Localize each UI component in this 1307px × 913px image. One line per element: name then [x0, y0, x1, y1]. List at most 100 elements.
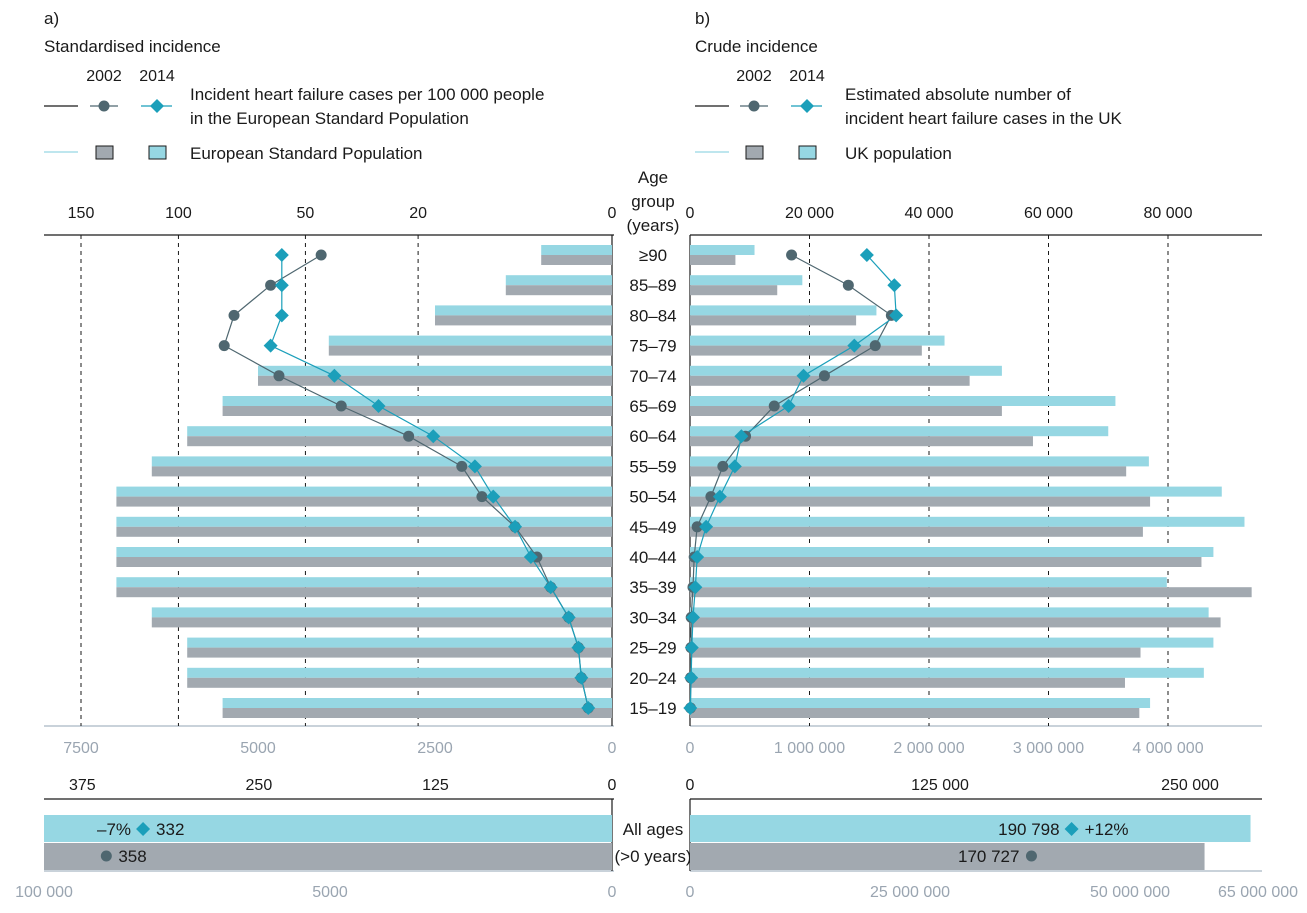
panel-b-point-2014: [712, 489, 727, 504]
panel-b-bar-2014: [690, 577, 1167, 588]
panel-a-point-2002: [335, 400, 347, 412]
panel-a-letter: a): [44, 9, 59, 28]
panel-a-population-tick: 5000: [240, 740, 276, 757]
summary-b-point-2014: [1064, 822, 1079, 836]
panel-a-point-2002: [456, 460, 468, 472]
panel-a-bar-2014: [222, 396, 612, 406]
panel-b-point-2002: [768, 400, 780, 412]
panel-a-line-2014: [269, 255, 589, 709]
summary-a-value-2014: 332: [156, 820, 184, 839]
panel-a-point-2014: [571, 640, 586, 655]
panel-a-bar-2002: [116, 496, 613, 507]
panel-b-line-2014: [689, 254, 897, 709]
legend-a-marker-2002: [90, 100, 118, 112]
panel-a-bar-2002: [541, 255, 612, 265]
panel-b-point-2014: [690, 550, 705, 564]
summary-b-point-2002: [1025, 850, 1037, 862]
age-group-label: 15–19: [629, 699, 676, 718]
legend-a-pop-2014: [148, 145, 167, 160]
panel-a-point-2014: [371, 399, 386, 413]
panel-a-bar-2014: [187, 426, 612, 437]
panel-a-point-2002: [273, 370, 285, 382]
panel-b-bar-2014: [690, 547, 1214, 557]
panel-b-bar-2002: [690, 617, 1221, 628]
age-group-head-1: Age: [638, 168, 668, 187]
age-group-label: 70–74: [629, 367, 676, 386]
panel-b-point-2014: [847, 338, 862, 353]
panel-a-incidence-tick: 0: [608, 205, 617, 222]
panel-b-bar-2002: [690, 677, 1125, 688]
panel-a-point-2002: [228, 309, 240, 321]
panel-a-point-2014: [581, 701, 596, 715]
age-group-label: 60–64: [629, 427, 676, 446]
summary-b-cases-tick: 0: [686, 777, 695, 794]
panel-b-bar-2002: [690, 375, 970, 386]
summary-b-bar-2014: [690, 815, 1251, 842]
panel-b-point-2014: [859, 248, 874, 262]
panel-b-bar-2002: [690, 466, 1127, 477]
panel-a-point-2014: [263, 338, 278, 353]
panel-a-bar-2014: [222, 698, 612, 708]
legend-b-line1: Estimated absolute number of: [845, 85, 1071, 104]
panel-b-letter: b): [695, 9, 710, 28]
summary-a-incidence-tick: 250: [246, 777, 273, 794]
panel-b-point-2014: [889, 308, 904, 323]
panel-b-bar-2014: [690, 486, 1222, 497]
panel-b-bar-2014: [690, 245, 755, 255]
age-group-label: 45–49: [629, 518, 676, 537]
age-group-label: 40–44: [629, 548, 676, 567]
legend-a-pop: European Standard Population: [190, 144, 423, 163]
panel-a-bar-2014: [258, 365, 612, 376]
panel-a-bar-2002: [435, 315, 612, 326]
summary-a-point-2014: [136, 822, 151, 836]
legend-a-line1: Incident heart failure cases per 100 000…: [190, 85, 544, 104]
panel-a-incidence-tick: 20: [409, 205, 427, 222]
panel-a-point-2002: [315, 249, 327, 261]
summary-a-incidence-tick: 375: [69, 777, 96, 794]
panel-b-cases-tick: 0: [686, 205, 695, 222]
summary-b-change: +12%: [1085, 820, 1129, 839]
panel-b-point-2014: [684, 640, 699, 655]
panel-a-point-2014: [574, 670, 589, 685]
panel-b-point-2014: [734, 429, 749, 444]
panel-a-bar-2014: [116, 486, 613, 497]
panel-a-population-tick: 2500: [417, 740, 453, 757]
panel-b-point-2002: [818, 370, 830, 382]
panel-b-cases-tick: 40 000: [905, 205, 954, 222]
age-group-label: 75–79: [629, 337, 676, 356]
panel-b-bar-2002: [690, 587, 1252, 598]
panel-a-title: Standardised incidence: [44, 37, 221, 56]
panel-a-bar-2014: [328, 335, 612, 346]
panel-b-point-2014: [727, 459, 742, 474]
legend-a-year-2014: 2014: [139, 68, 175, 85]
panel-b-bar-2014: [690, 637, 1214, 648]
panel-b-point-2014: [685, 610, 700, 625]
panel-a-bar-2014: [116, 577, 613, 588]
panel-b-bar-2002: [690, 345, 922, 356]
panel-a-incidence-tick: 150: [68, 205, 95, 222]
panel-a-point-2014: [327, 368, 342, 383]
panel-a-bar-2002: [151, 617, 613, 628]
panel-a-bar-2002: [505, 285, 612, 296]
panel-b-point-2002: [691, 521, 703, 533]
panel-a-bar-2002: [116, 526, 613, 537]
summary-a-incidence-tick: 125: [422, 777, 449, 794]
panel-b-bar-2002: [690, 285, 778, 296]
age-group-label: 80–84: [629, 306, 676, 325]
panel-b-title: Crude incidence: [695, 37, 818, 56]
panel-b-bar-2014: [690, 516, 1245, 527]
panel-b-cases-tick: 20 000: [785, 205, 834, 222]
panel-b-bar-2014: [690, 667, 1204, 678]
panel-b-population-tick: 3 000 000: [1013, 740, 1084, 757]
panel-a-point-2014: [523, 550, 538, 564]
panel-a-point-2002: [265, 279, 277, 291]
panel-b-cases-tick: 60 000: [1024, 205, 1073, 222]
panel-a-bar-2014: [116, 547, 613, 557]
panel-b-bar-2002: [690, 315, 857, 326]
panel-b-population-tick: 2 000 000: [893, 740, 964, 757]
panel-b-point-2014: [684, 670, 699, 685]
panel-b-bar-2014: [690, 607, 1209, 618]
summary-b-bar-2002: [690, 843, 1205, 870]
panel-b-bar-2014: [690, 305, 877, 316]
panel-a-point-2014: [274, 248, 289, 262]
